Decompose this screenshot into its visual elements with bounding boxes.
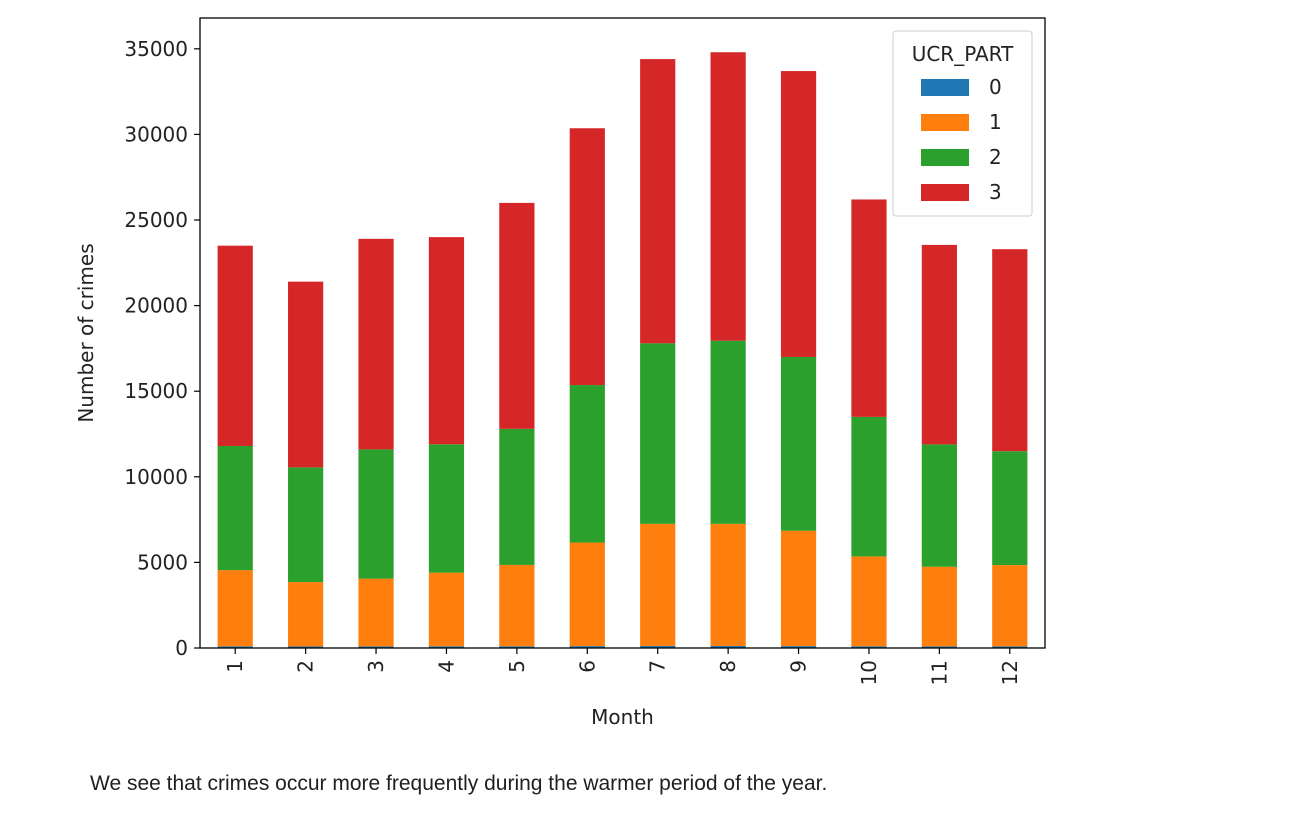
y-tick-label: 20000 bbox=[124, 294, 188, 318]
bar-month-3-part-1 bbox=[358, 578, 394, 647]
y-axis-label: Number of crimes bbox=[74, 243, 98, 422]
legend-swatch-2 bbox=[921, 149, 969, 166]
legend-swatch-1 bbox=[921, 114, 969, 131]
bar-month-11-part-2 bbox=[921, 444, 957, 567]
bar-month-12-part-0 bbox=[992, 646, 1028, 648]
x-tick-label: 3 bbox=[364, 660, 388, 673]
y-tick-label: 15000 bbox=[124, 379, 188, 403]
bar-month-8-part-1 bbox=[710, 523, 746, 646]
x-tick-label: 2 bbox=[294, 660, 318, 673]
bar-month-2-part-0 bbox=[288, 646, 324, 648]
bar-month-12-part-3 bbox=[992, 249, 1028, 452]
bar-month-10-part-0 bbox=[851, 646, 887, 648]
bar-month-1-part-1 bbox=[217, 570, 253, 647]
x-tick-label: 6 bbox=[575, 660, 599, 673]
x-tick-label: 10 bbox=[857, 660, 881, 685]
legend: UCR_PART 0 1 2 3 bbox=[892, 30, 1033, 217]
bar-month-9-part-0 bbox=[780, 646, 817, 648]
bar-month-1-part-2 bbox=[217, 445, 253, 571]
bar-month-10-part-2 bbox=[851, 416, 887, 557]
bar-month-2-part-1 bbox=[288, 582, 324, 647]
y-tick-label: 25000 bbox=[124, 208, 188, 232]
bar-month-1-part-0 bbox=[217, 646, 253, 648]
y-tick-label: 10000 bbox=[124, 465, 188, 489]
legend-items: 0 1 2 3 bbox=[921, 75, 1002, 204]
bar-month-5-part-1 bbox=[499, 564, 535, 647]
bar-month-9-part-1 bbox=[780, 530, 817, 647]
caption-text: We see that crimes occur more frequently… bbox=[90, 772, 828, 795]
bar-month-5-part-0 bbox=[499, 646, 535, 648]
bar-month-12-part-1 bbox=[992, 565, 1028, 647]
bar-month-10-part-3 bbox=[851, 199, 887, 417]
legend-swatch-3 bbox=[921, 184, 969, 201]
legend-label-0: 0 bbox=[989, 75, 1002, 99]
legend-label-3: 3 bbox=[989, 180, 1002, 204]
bar-month-4-part-1 bbox=[428, 572, 465, 647]
bar-month-6-part-1 bbox=[569, 542, 605, 647]
bar-month-7-part-3 bbox=[640, 59, 676, 344]
bar-month-4-part-2 bbox=[428, 444, 465, 573]
bar-month-8-part-3 bbox=[710, 52, 746, 341]
x-axis-label: Month bbox=[591, 705, 654, 729]
bar-month-11-part-1 bbox=[921, 566, 957, 647]
bar-month-9-part-3 bbox=[780, 71, 817, 357]
bar-month-3-part-0 bbox=[358, 646, 394, 648]
bars-layer bbox=[217, 52, 1028, 648]
bar-month-6-part-2 bbox=[569, 385, 605, 543]
x-tick-label: 7 bbox=[646, 660, 670, 673]
bar-month-2-part-2 bbox=[288, 467, 324, 583]
bar-month-4-part-0 bbox=[428, 646, 465, 648]
bar-month-3-part-3 bbox=[358, 238, 394, 450]
x-tick-label: 1 bbox=[223, 660, 247, 673]
x-tick-label: 8 bbox=[716, 660, 740, 673]
x-tick-label: 5 bbox=[505, 660, 529, 673]
bar-month-12-part-2 bbox=[992, 451, 1028, 566]
bar-month-2-part-3 bbox=[288, 281, 324, 468]
legend-swatch-0 bbox=[921, 79, 969, 96]
bar-month-7-part-1 bbox=[640, 523, 676, 646]
legend-label-2: 2 bbox=[989, 145, 1002, 169]
legend-label-1: 1 bbox=[989, 110, 1002, 134]
bar-month-4-part-3 bbox=[428, 237, 465, 445]
bar-month-11-part-3 bbox=[921, 244, 957, 445]
x-tick-label: 4 bbox=[434, 660, 458, 673]
bar-month-7-part-0 bbox=[640, 645, 676, 648]
bar-month-11-part-0 bbox=[921, 646, 957, 648]
x-tick-label: 12 bbox=[998, 660, 1022, 685]
bar-month-5-part-2 bbox=[499, 428, 535, 565]
bar-month-8-part-0 bbox=[710, 645, 746, 648]
bar-month-3-part-2 bbox=[358, 449, 394, 579]
bar-month-5-part-3 bbox=[499, 202, 535, 429]
bar-month-9-part-2 bbox=[780, 356, 817, 531]
y-axis: 0 5000 10000 15000 20000 25000 30000 35000 bbox=[124, 37, 200, 660]
x-axis: 1 2 3 4 5 6 7 8 9 10 11 12 bbox=[223, 648, 1022, 685]
x-tick-label: 9 bbox=[787, 660, 811, 673]
bar-month-6-part-0 bbox=[569, 646, 605, 648]
bar-month-6-part-3 bbox=[569, 128, 605, 386]
y-tick-label: 30000 bbox=[124, 122, 188, 146]
legend-title: UCR_PART bbox=[912, 42, 1014, 66]
y-tick-label: 35000 bbox=[124, 37, 188, 61]
plot-frame bbox=[199, 17, 1046, 649]
bar-month-8-part-2 bbox=[710, 340, 746, 524]
bar-month-10-part-1 bbox=[851, 556, 887, 647]
y-tick-label: 0 bbox=[175, 636, 188, 660]
x-tick-label: 11 bbox=[927, 660, 951, 685]
bar-month-7-part-2 bbox=[640, 343, 676, 524]
bar-month-1-part-3 bbox=[217, 245, 253, 446]
y-tick-label: 5000 bbox=[137, 550, 188, 574]
